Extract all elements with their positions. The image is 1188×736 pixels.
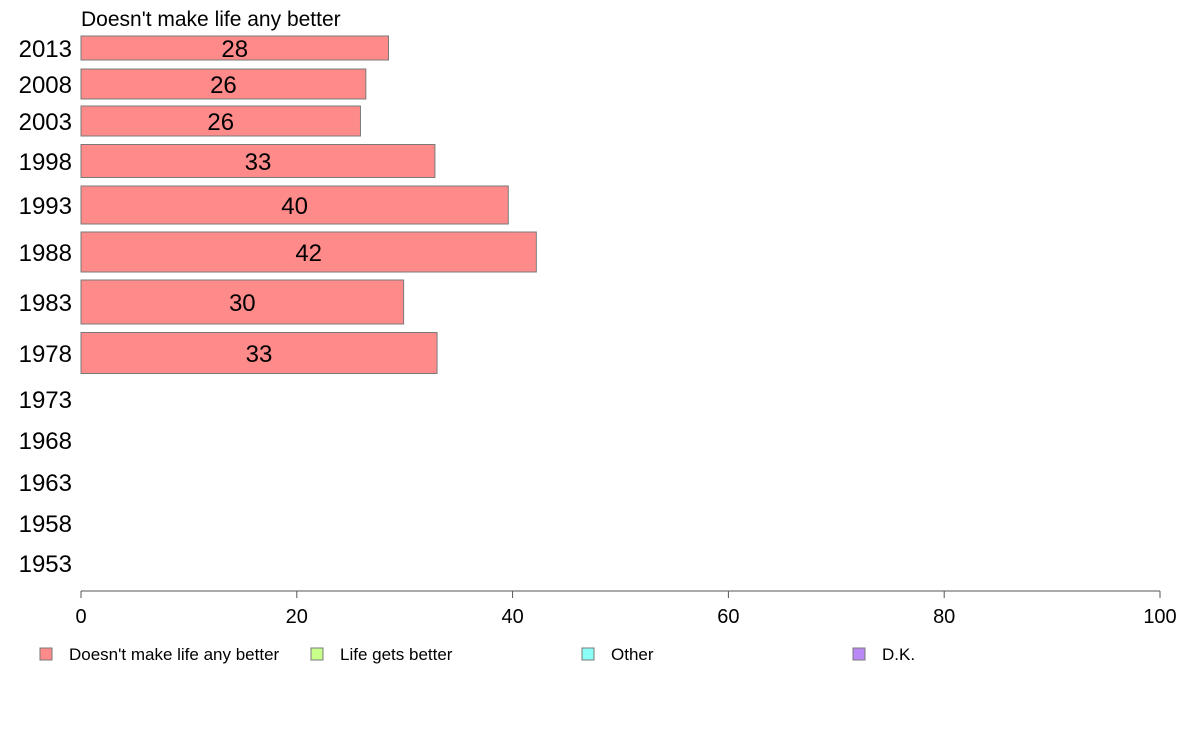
legend: Doesn't make life any better Life gets be…	[39, 645, 915, 664]
bar	[80, 279, 405, 325]
x-tick-label: 80	[933, 606, 955, 628]
category-label: 1988	[19, 240, 72, 267]
data-label: 26	[207, 109, 234, 136]
data-label: 40	[281, 193, 308, 220]
x-tick-label: 40	[501, 606, 523, 628]
category-label: 2008	[19, 72, 72, 99]
category-label: 2013	[19, 36, 72, 63]
legend-label: D.K.	[882, 645, 915, 664]
data-label: 26	[210, 72, 237, 99]
bar	[80, 35, 390, 61]
x-tick-label: 60	[717, 606, 739, 628]
category-label: 1998	[19, 149, 72, 176]
bar	[80, 144, 436, 178]
category-label: 1993	[19, 193, 72, 220]
bars-group: 28 26 26 33 40 42 30 33	[80, 35, 537, 374]
x-axis: 0 20 40 60 80 100	[75, 590, 1177, 628]
bar	[80, 105, 361, 137]
bar	[80, 231, 537, 273]
category-label: 1983	[19, 290, 72, 317]
legend-swatch	[310, 647, 324, 661]
bar	[80, 332, 438, 374]
legend-label: Life gets better	[340, 645, 453, 664]
category-label: 1963	[19, 470, 72, 497]
data-label: 28	[221, 36, 248, 63]
chart-title: Doesn't make life any better	[81, 8, 341, 31]
data-label: 33	[245, 149, 272, 176]
x-tick-label: 100	[1143, 606, 1176, 628]
category-label: 1978	[19, 341, 72, 368]
bar	[80, 185, 509, 225]
category-label: 1968	[19, 428, 72, 455]
category-label: 2003	[19, 109, 72, 136]
category-label: 1953	[19, 551, 72, 578]
data-label: 33	[246, 341, 273, 368]
legend-label: Doesn't make life any better	[69, 645, 280, 664]
legend-swatch	[39, 647, 53, 661]
x-tick-label: 20	[286, 606, 308, 628]
category-labels: 2013 2008 2003 1998 1993 1988 1983 1978 1973 1968…	[19, 36, 72, 578]
legend-label: Other	[611, 645, 654, 664]
x-tick-label: 0	[75, 606, 86, 628]
bar	[80, 68, 367, 100]
category-label: 1973	[19, 387, 72, 414]
data-label: 42	[295, 240, 322, 267]
category-label: 1958	[19, 511, 72, 538]
legend-swatch	[581, 647, 595, 661]
data-label: 30	[229, 290, 256, 317]
legend-swatch	[852, 647, 866, 661]
